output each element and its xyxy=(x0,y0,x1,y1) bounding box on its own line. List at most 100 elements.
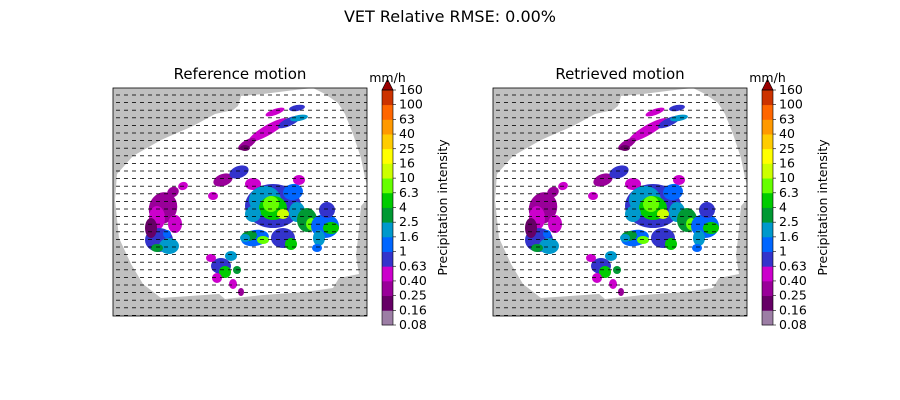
colorbar-tick-label: 0.63 xyxy=(779,258,807,273)
precip-cell xyxy=(312,244,322,252)
precip-cell xyxy=(592,273,602,283)
colorbar-tick-label: 4 xyxy=(779,200,787,215)
precip-cell xyxy=(167,186,179,198)
precip-cell xyxy=(663,183,683,201)
colorbar-segment xyxy=(762,266,773,282)
precip-cell xyxy=(625,206,641,222)
precip-cell xyxy=(593,173,613,187)
precip-cell xyxy=(289,104,305,112)
precip-cell xyxy=(673,175,685,185)
colorbar-tick-label: 100 xyxy=(399,97,423,112)
colorbar-segment xyxy=(762,192,773,208)
precip-cell xyxy=(213,173,233,187)
precip-cell xyxy=(657,209,669,219)
colorbar-axis-label: Precipitation intensity xyxy=(435,139,450,276)
precip-cell xyxy=(219,266,231,278)
colorbar-segment xyxy=(382,207,393,223)
panel-title: Reference motion xyxy=(174,65,307,83)
precip-cell xyxy=(151,244,163,252)
colorbar-segment xyxy=(382,119,393,135)
colorbar-segment xyxy=(382,192,393,208)
colorbar-tick-label: 1 xyxy=(399,244,407,259)
colorbar-tick-label: 10 xyxy=(779,170,795,185)
precip-cell xyxy=(323,222,339,234)
colorbar-segment xyxy=(762,295,773,311)
precip-cell xyxy=(609,165,629,179)
colorbar-tick-label: 25 xyxy=(399,141,415,156)
colorbar-segment xyxy=(762,119,773,135)
colorbar-tick-label: 4 xyxy=(399,200,407,215)
colorbar-tick-label: 0.25 xyxy=(399,288,427,303)
precip-cell xyxy=(531,244,543,252)
precip-cell xyxy=(609,279,617,289)
colorbar-tick-label: 63 xyxy=(779,111,795,126)
colorbar-segment xyxy=(382,148,393,164)
precip-cell xyxy=(212,273,222,283)
precip-cell xyxy=(245,206,261,222)
colorbar-segment xyxy=(762,104,773,120)
panel-title: Retrieved motion xyxy=(555,65,684,83)
precip-cell xyxy=(539,238,559,254)
colorbar-tick-label: 6.3 xyxy=(779,185,799,200)
colorbar-tick-label: 63 xyxy=(399,111,415,126)
precip-cell xyxy=(240,234,250,242)
colorbar-tick-label: 2.5 xyxy=(399,214,419,229)
colorbar-segment xyxy=(382,310,393,326)
colorbar-tick-label: 0.40 xyxy=(399,273,427,288)
precip-cell xyxy=(229,279,237,289)
colorbar-tick-label: 1.6 xyxy=(399,229,419,244)
colorbar-tick-label: 100 xyxy=(779,97,803,112)
colorbar-segment xyxy=(762,251,773,267)
colorbar-segment xyxy=(762,178,773,194)
colorbar-tick-label: 0.16 xyxy=(779,302,807,317)
colorbar-segment xyxy=(762,134,773,150)
colorbar-segment xyxy=(762,222,773,238)
colorbar-tick-label: 2.5 xyxy=(779,214,799,229)
colorbar-axis-label: Precipitation intensity xyxy=(815,139,830,276)
colorbar-tick-label: 0.25 xyxy=(779,288,807,303)
colorbar-segment xyxy=(382,134,393,150)
colorbar-tick-label: 16 xyxy=(779,155,795,170)
colorbar-segment xyxy=(382,295,393,311)
colorbar-segment xyxy=(382,266,393,282)
precip-cell xyxy=(277,209,289,219)
colorbar: 0.080.160.250.400.6311.62.546.3101625406… xyxy=(749,70,830,332)
colorbar-segment xyxy=(382,236,393,252)
precip-cell xyxy=(290,114,308,122)
colorbar-tick-label: 10 xyxy=(399,170,415,185)
colorbar-segment xyxy=(382,90,393,106)
precip-cell xyxy=(669,104,685,112)
precip-cell xyxy=(665,238,677,250)
precip-cell xyxy=(618,288,624,296)
precip-cell xyxy=(163,230,171,238)
precip-cell xyxy=(208,192,218,200)
colorbar-segment xyxy=(762,148,773,164)
colorbar-tick-label: 1 xyxy=(779,244,787,259)
precip-cell xyxy=(206,254,216,262)
precip-cell xyxy=(703,222,719,234)
precip-cell xyxy=(257,236,269,244)
precip-cell xyxy=(605,251,617,261)
colorbar-segment xyxy=(762,90,773,106)
colorbar-segment xyxy=(382,104,393,120)
plot-frame xyxy=(112,87,368,317)
precip-cell xyxy=(248,118,288,142)
precip-cell xyxy=(645,107,665,117)
precip-cell xyxy=(586,254,596,262)
precip-cell xyxy=(643,196,659,212)
colorbar-tick-label: 0.08 xyxy=(779,317,807,332)
panel-reference-motion: Reference motion 0.080.160.250.400.6311.6… xyxy=(112,65,450,332)
precip-cell xyxy=(265,107,285,117)
colorbar-unit-label: mm/h xyxy=(749,70,786,85)
precip-cell xyxy=(625,178,641,190)
colorbar-tick-label: 160 xyxy=(779,82,803,97)
colorbar-tick-label: 16 xyxy=(399,155,415,170)
precip-cell xyxy=(692,244,702,252)
precip-cell xyxy=(159,238,179,254)
precip-cell xyxy=(245,178,261,190)
colorbar-segment xyxy=(762,280,773,297)
colorbar-tick-label: 0.63 xyxy=(399,258,427,273)
precip-cell xyxy=(263,196,279,212)
precip-cell xyxy=(637,236,649,244)
